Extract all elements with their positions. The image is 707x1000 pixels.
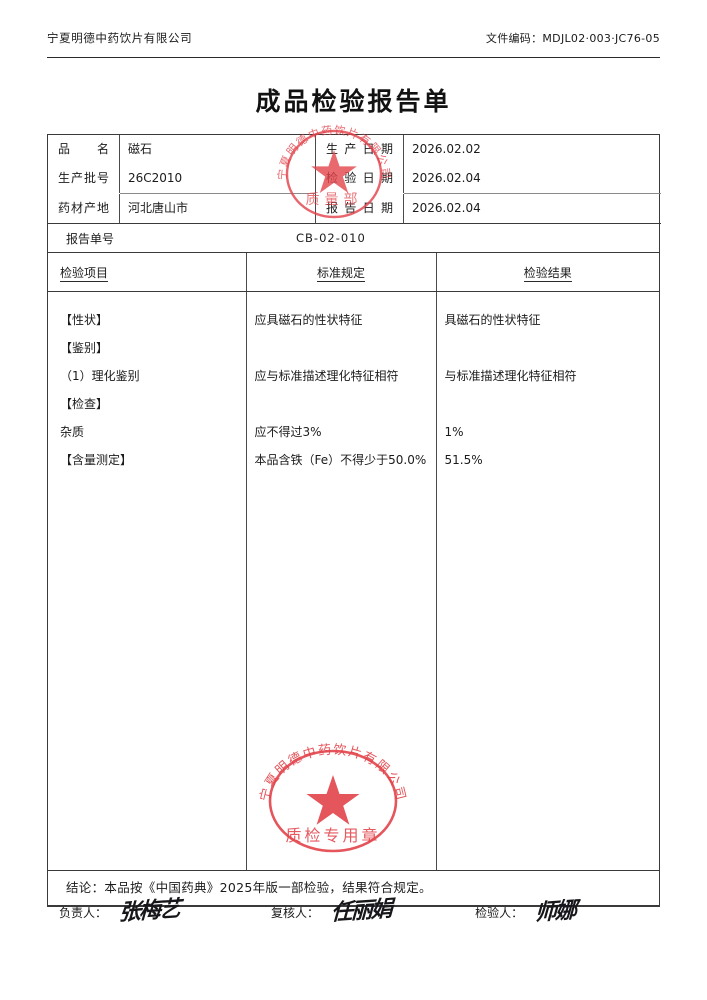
signature-handwriting: 任丽娟 bbox=[330, 895, 392, 927]
table-row: 杂质 应不得过3% 1% bbox=[48, 418, 659, 446]
row-standard: 应与标准描述理化特征相符 bbox=[246, 362, 437, 390]
row-result bbox=[436, 390, 659, 418]
inspection-date-value: 2026.02.04 bbox=[404, 164, 661, 194]
batch-label: 生产批号 bbox=[48, 164, 120, 193]
product-name-value: 磁石 bbox=[120, 135, 316, 164]
report-sheet: 品名 磁石 生产日期 2026.02.02 生产批号 26C2010 检验日期 … bbox=[47, 134, 661, 907]
table-row: 【性状】 应具磁石的性状特征 具磁石的性状特征 bbox=[48, 306, 659, 334]
row-item: 【检查】 bbox=[48, 390, 247, 418]
batch-value: 26C2010 bbox=[120, 164, 316, 194]
row-standard: 本品含铁（Fe）不得少于50.0% bbox=[246, 446, 437, 474]
table-filler-row bbox=[48, 474, 659, 870]
signature-label: 检验人： bbox=[475, 906, 524, 920]
row-item: 【鉴别】 bbox=[48, 334, 247, 362]
row-result: 具磁石的性状特征 bbox=[444, 313, 541, 327]
document-code: 文件编码：MDJL02·003·JC76-05 bbox=[485, 32, 660, 45]
inspection-date-label: 检验日期 bbox=[316, 164, 404, 193]
row-item: 杂质 bbox=[48, 418, 247, 446]
report-number-value: CB-02-010 bbox=[296, 231, 366, 245]
results-table-header-row: 检验项目 标准规定 检验结果 bbox=[48, 253, 659, 292]
info-grid: 品名 磁石 生产日期 2026.02.02 生产批号 26C2010 检验日期 … bbox=[48, 135, 661, 224]
signature-label: 复核人： bbox=[271, 906, 320, 920]
row-item: 【含量测定】 bbox=[48, 446, 247, 474]
row-standard bbox=[246, 334, 437, 362]
row-result bbox=[436, 334, 659, 362]
table-row: 【含量测定】 本品含铁（Fe）不得少于50.0% 51.5% bbox=[48, 446, 659, 474]
signature-handwriting: 师娜 bbox=[534, 897, 576, 927]
row-standard: 应不得过3% bbox=[246, 418, 437, 446]
results-table: 检验项目 标准规定 检验结果 【性状】 应具磁石的性状特征 具磁石的性状特征 【… bbox=[48, 253, 659, 870]
signature-label: 负责人： bbox=[59, 906, 108, 920]
table-row: （1）理化鉴别 应与标准描述理化特征相符 与标准描述理化特征相符 bbox=[48, 362, 659, 390]
signature-handwriting: 张梅艺 bbox=[118, 895, 180, 927]
conclusion-text: 结论：本品按《中国药典》2025年版一部检验，结果符合规定。 bbox=[48, 870, 659, 906]
production-date-label: 生产日期 bbox=[316, 135, 404, 164]
row-result: 1% bbox=[444, 425, 464, 439]
table-row: 【鉴别】 bbox=[48, 334, 659, 362]
header-result: 检验结果 bbox=[436, 253, 659, 292]
row-standard: 应具磁石的性状特征 bbox=[246, 306, 437, 334]
table-row: 【检查】 bbox=[48, 390, 659, 418]
row-item: 【性状】 bbox=[48, 306, 247, 334]
row-item: （1）理化鉴别 bbox=[48, 362, 247, 390]
header-standard: 标准规定 bbox=[246, 253, 437, 292]
signature-block-responsible: 负责人： 张梅艺 bbox=[59, 896, 179, 928]
row-result: 51.5% bbox=[444, 453, 483, 467]
document-header: 宁夏明德中药饮片有限公司 文件编码：MDJL02·003·JC76-05 bbox=[47, 30, 660, 58]
row-result: 与标准描述理化特征相符 bbox=[444, 369, 577, 383]
origin-label: 药材产地 bbox=[48, 194, 120, 224]
company-name: 宁夏明德中药饮片有限公司 bbox=[47, 31, 193, 45]
signature-block-inspector: 检验人： 师娜 bbox=[475, 897, 576, 928]
report-date-value: 2026.02.04 bbox=[404, 194, 661, 224]
signature-row: 负责人： 张梅艺 复核人： 任丽娟 检验人： 师娜 bbox=[47, 896, 660, 952]
page-title: 成品检验报告单 bbox=[255, 87, 452, 116]
signature-block-reviewer: 复核人： 任丽娟 bbox=[271, 896, 391, 928]
origin-value: 河北唐山市 bbox=[120, 194, 316, 224]
product-name-label: 品名 bbox=[48, 135, 120, 164]
report-number-row: 报告单号 CB-02-010 bbox=[48, 224, 659, 253]
production-date-value: 2026.02.02 bbox=[412, 142, 481, 156]
row-standard bbox=[246, 390, 437, 418]
header-inspection-item: 检验项目 bbox=[48, 253, 247, 292]
table-spacer-row bbox=[48, 291, 659, 306]
report-date-label: 报告日期 bbox=[316, 194, 404, 224]
report-number-label: 报告单号 bbox=[66, 231, 115, 246]
